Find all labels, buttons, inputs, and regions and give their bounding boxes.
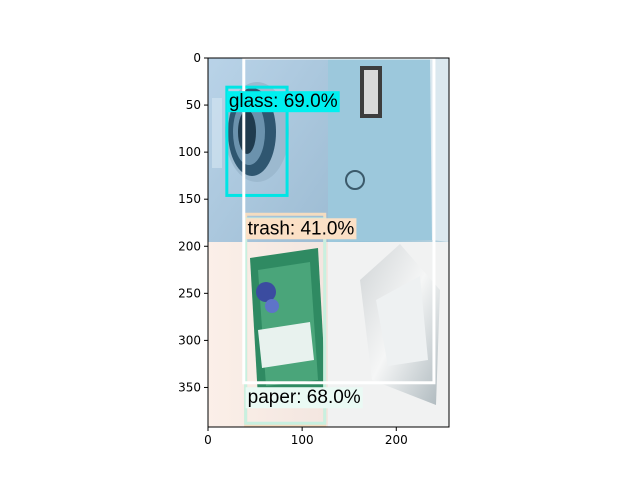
glass-label: glass: 69.0% — [229, 91, 338, 112]
x-tick-label: 200 — [385, 433, 408, 447]
y-axis: 0 50 100 150 200 250 300 350 — [178, 51, 208, 394]
glass-detection-box — [225, 85, 289, 197]
y-tick-label: 0 — [193, 51, 201, 65]
paper-label: paper: 68.0% — [248, 387, 361, 408]
y-tick-label: 300 — [178, 333, 201, 347]
y-tick-label: 250 — [178, 286, 201, 300]
x-tick-label: 100 — [291, 433, 314, 447]
paper-label-bg — [245, 387, 363, 409]
x-tick-label: 0 — [204, 433, 212, 447]
glass-label-bg — [226, 91, 340, 113]
detection-labels: glass: 69.0% trash: 41.0% paper: 68.0% — [226, 91, 363, 409]
axes-frame — [207, 57, 450, 428]
y-tick-label: 50 — [186, 98, 201, 112]
trash-label-bg — [245, 218, 357, 240]
y-tick-label: 200 — [178, 239, 201, 253]
y-tick-label: 100 — [178, 145, 201, 159]
x-axis: 0 100 200 — [204, 427, 408, 447]
y-tick-label: 150 — [178, 192, 201, 206]
y-tick-label: 350 — [178, 380, 201, 394]
blue-box-photo — [328, 58, 449, 242]
axes: 0 100 200 0 50 100 150 200 250 300 350 — [178, 51, 450, 447]
detection-box — [242, 58, 436, 385]
trash-label: trash: 41.0% — [248, 218, 355, 239]
